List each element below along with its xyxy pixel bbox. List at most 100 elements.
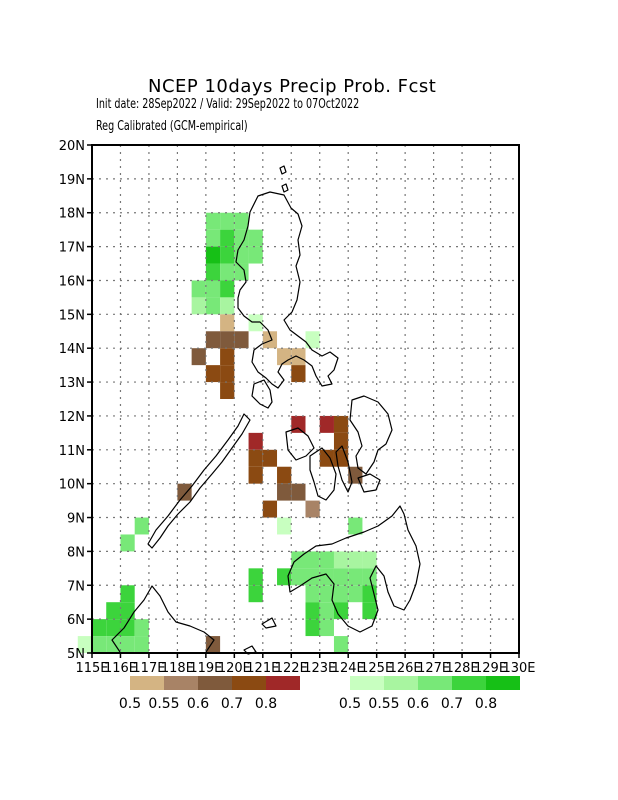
probability-cell (277, 483, 292, 501)
probability-cell (106, 636, 121, 653)
y-tick-label: 7N (67, 579, 85, 594)
probability-cell (234, 229, 249, 247)
y-tick-label: 13N (59, 376, 85, 391)
probability-cell (262, 500, 278, 518)
dry-legend-swatch (266, 676, 300, 690)
y-tick-label: 12N (59, 410, 85, 425)
probability-cell (333, 432, 349, 450)
probability-cell (134, 517, 149, 535)
probability-cell (220, 246, 235, 264)
x-tick-label: 128E (446, 661, 479, 676)
probability-cell (319, 551, 334, 569)
probability-cell (220, 263, 235, 281)
probability-cell (205, 229, 221, 247)
probability-cell (319, 449, 334, 467)
sulu-islands (243, 617, 277, 655)
probability-cell (120, 585, 135, 603)
probability-cell (333, 415, 349, 433)
probability-cell (319, 602, 334, 620)
dry-legend-label: 0.7 (221, 696, 243, 712)
y-tick-label: 15N (59, 308, 85, 323)
probability-cell (77, 636, 92, 653)
y-tick-label: 16N (59, 274, 85, 289)
x-tick-label: 118E (161, 661, 194, 676)
init-valid-dates: Init date: 28Sep2022 / Valid: 29Sep2022 … (96, 97, 360, 112)
y-tick-label: 8N (67, 545, 85, 560)
x-tick-label: 129E (474, 661, 507, 676)
wet-legend-swatch (384, 676, 418, 690)
probability-cell (106, 619, 121, 637)
wet-legend-swatch (418, 676, 452, 690)
probability-cell (134, 619, 149, 637)
probability-cell (291, 568, 306, 586)
probability-cell (248, 585, 263, 603)
cebu-coastline (335, 445, 353, 493)
probability-cell (305, 585, 320, 603)
calibration-note: Reg Calibrated (GCM-empirical) (96, 119, 248, 134)
probability-cell (205, 365, 221, 383)
probability-cell (234, 331, 249, 349)
wet-legend-swatch (486, 676, 520, 690)
probability-cell (333, 568, 349, 586)
y-tick-label: 17N (59, 241, 85, 256)
probability-cell (348, 568, 363, 586)
probability-cell (220, 212, 235, 230)
probability-cell (333, 636, 349, 653)
probability-cell (305, 331, 320, 349)
probability-cell (177, 483, 192, 501)
probability-cell (120, 619, 135, 637)
wet-legend-swatch (452, 676, 486, 690)
probability-cell (191, 348, 206, 366)
probability-cell (120, 534, 135, 552)
probability-cell (205, 636, 221, 653)
probability-cell (277, 568, 292, 586)
x-tick-label: 115E (75, 661, 108, 676)
y-tick-label: 9N (67, 512, 85, 527)
wet-legend-swatch (350, 676, 384, 690)
probability-cell (277, 517, 292, 535)
probability-cell (205, 212, 221, 230)
probability-cell (205, 246, 221, 264)
probability-cell (348, 551, 363, 569)
probability-cell (106, 602, 121, 620)
probability-cell (248, 449, 263, 467)
dry-legend-swatch (130, 676, 164, 690)
probability-cell (362, 602, 377, 620)
wet-legend-label: 0.55 (368, 696, 399, 712)
dry-legend-label: 0.6 (187, 696, 209, 712)
probability-cell (291, 365, 306, 383)
probability-cell (277, 466, 292, 484)
x-tick-label: 122E (275, 661, 308, 676)
probability-cell (248, 229, 263, 247)
probability-cell (220, 297, 235, 315)
x-tick-label: 120E (218, 661, 251, 676)
probability-cell (234, 212, 249, 230)
probability-cell (191, 280, 206, 298)
mindoro-coastline (251, 379, 273, 409)
probability-cell (305, 619, 320, 637)
batanes-islands (279, 165, 289, 193)
probability-cell (305, 551, 320, 569)
probability-cell (362, 568, 377, 586)
probability-cell (220, 365, 235, 383)
y-tick-label: 19N (59, 173, 85, 188)
borneo-coastline (111, 585, 215, 653)
samar-leyte-coastline (349, 395, 393, 475)
map-title: NCEP 10days Precip Prob. Fcst (148, 76, 437, 97)
y-tick-label: 10N (59, 478, 85, 493)
probability-cells (77, 212, 377, 653)
probability-cell (305, 602, 320, 620)
probability-cell (333, 551, 349, 569)
x-tick-label: 126E (389, 661, 422, 676)
mindanao-coastline (287, 505, 421, 633)
probability-cell (134, 636, 149, 653)
y-tick-label: 18N (59, 207, 85, 222)
x-tick-label: 116E (104, 661, 137, 676)
probability-cell (305, 500, 320, 518)
y-tick-label: 11N (59, 444, 85, 459)
probability-cell (291, 483, 306, 501)
negros-coastline (309, 447, 337, 501)
x-tick-label: 119E (189, 661, 222, 676)
probability-cell (248, 568, 263, 586)
